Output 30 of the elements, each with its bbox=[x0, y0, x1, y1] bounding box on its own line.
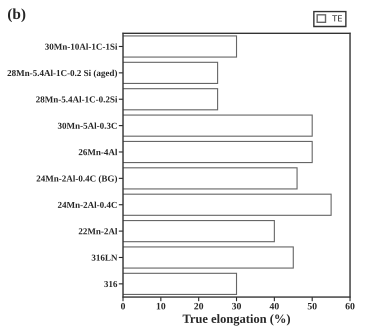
y-tick-label: 316 bbox=[104, 281, 118, 288]
bar bbox=[123, 62, 218, 84]
legend-label: TE bbox=[332, 15, 342, 22]
bar bbox=[123, 88, 218, 110]
bar bbox=[123, 220, 275, 242]
y-tick-label: 26Mn-4Al bbox=[78, 148, 118, 156]
bar bbox=[123, 246, 294, 269]
y-tick-label: 30Mn-5Al-0.3C bbox=[58, 122, 117, 129]
x-tick-label: 60 bbox=[346, 302, 355, 310]
x-tick-label: 10 bbox=[156, 302, 166, 310]
x-tick-label: 0 bbox=[120, 302, 126, 310]
bar bbox=[123, 194, 332, 216]
chart-title: (b) bbox=[8, 8, 26, 22]
y-tick-label: 30Mn-10Al-1C-1Si bbox=[45, 43, 118, 50]
bar bbox=[123, 35, 238, 58]
y-tick-label: 316LN bbox=[92, 254, 118, 261]
y-tick-label: 24Mn-2Al-0.4C bbox=[58, 202, 117, 208]
x-axis-title: True elongation (%) bbox=[182, 314, 290, 326]
y-tick-label: 22Mn-2Al bbox=[78, 228, 118, 234]
bar bbox=[123, 140, 313, 164]
y-tick-label: 28Mn-5.4Al-1C-0.2Si bbox=[36, 96, 118, 102]
bar bbox=[123, 167, 298, 190]
bar bbox=[123, 114, 313, 137]
y-tick-label: 24Mn-2Al-0.4C (BG) bbox=[36, 175, 118, 184]
x-tick-label: 30 bbox=[232, 302, 242, 310]
bar bbox=[123, 272, 238, 295]
y-tick-label: 28Mn-5.4Al-1C-0.2 Si (aged) bbox=[8, 70, 118, 78]
x-tick-label: 40 bbox=[270, 302, 279, 310]
x-tick-label: 50 bbox=[308, 302, 317, 310]
x-tick-label: 20 bbox=[194, 302, 204, 310]
